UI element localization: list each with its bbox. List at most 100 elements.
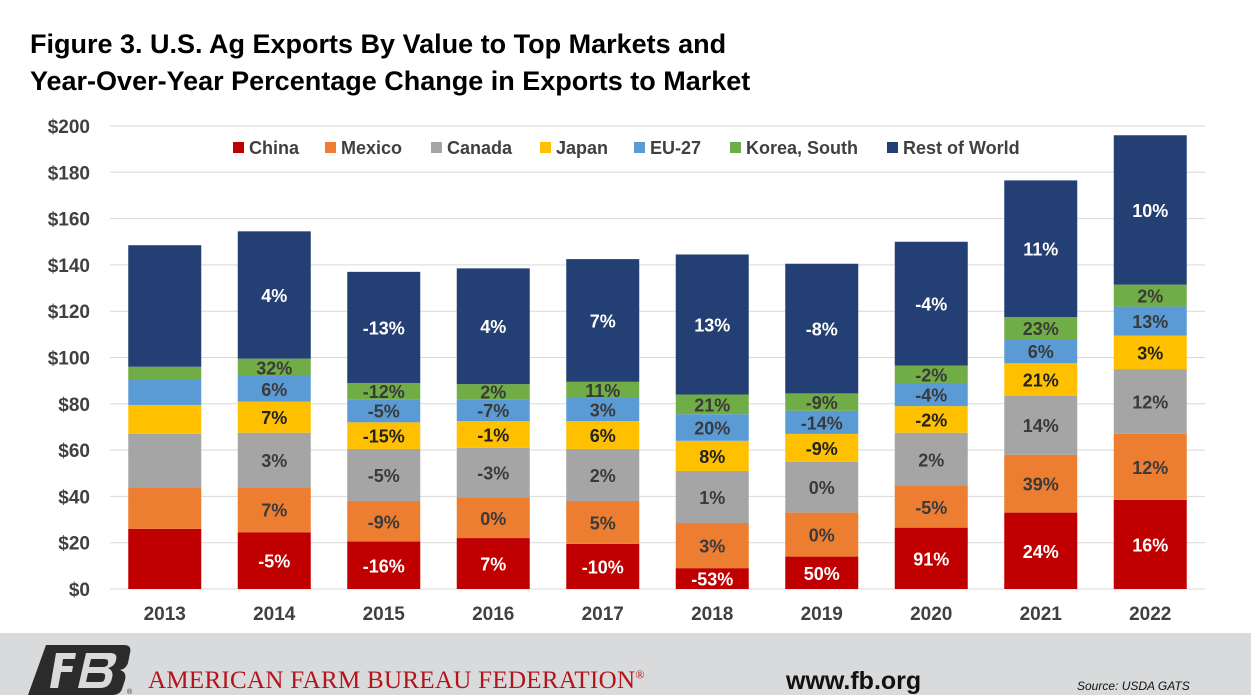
data-labels: -5%7%3%7%6%32%4%-16%-9%-5%-15%-5%-12%-13… xyxy=(256,201,1168,590)
bar-segment xyxy=(128,366,202,380)
data-label: 2% xyxy=(590,466,616,486)
data-label: 23% xyxy=(1023,319,1059,339)
data-label: 0% xyxy=(480,509,506,529)
bar-segment xyxy=(237,401,311,433)
legend-label: Mexico xyxy=(341,138,402,158)
farm-bureau-logo: ® xyxy=(28,645,132,695)
data-label: 8% xyxy=(699,447,725,467)
bar-segment xyxy=(347,382,421,400)
data-label: -5% xyxy=(915,498,947,518)
bar-segment xyxy=(128,528,202,589)
bar-segment xyxy=(1004,316,1078,339)
registered-mark: ® xyxy=(635,667,645,682)
data-label: 3% xyxy=(590,401,616,421)
legend-swatch xyxy=(325,142,336,153)
bar-segment xyxy=(1113,335,1187,370)
data-label: 4% xyxy=(480,317,506,337)
y-tick-label: $100 xyxy=(48,349,90,370)
legend-label: EU-27 xyxy=(650,138,701,158)
data-label: -4% xyxy=(915,386,947,406)
bar-segment xyxy=(347,422,421,449)
bar-segment xyxy=(675,394,749,415)
data-label: 21% xyxy=(1023,370,1059,390)
bar-segment xyxy=(1004,338,1078,364)
stacked-bar-chart: $0 $20 $40 $60 $80 $100 $120 $140 $160 $180 $200 -… xyxy=(48,117,1205,625)
bar-segment xyxy=(456,384,530,400)
bar-segment xyxy=(1004,512,1078,589)
bar-segment xyxy=(1113,135,1187,285)
x-tick-label: 2018 xyxy=(691,604,733,625)
source-note: Source: USDA GATS xyxy=(1077,679,1190,693)
data-label: 7% xyxy=(590,311,616,331)
bar-segment xyxy=(456,399,530,422)
legend-label: Korea, South xyxy=(746,138,858,158)
y-tick-label: $20 xyxy=(58,534,90,555)
bar-segment xyxy=(128,379,202,405)
bar-segment xyxy=(237,358,311,377)
y-tick-label: $80 xyxy=(58,395,90,416)
bar-segment xyxy=(785,556,859,589)
data-label: 12% xyxy=(1132,458,1168,478)
bar-segment xyxy=(237,231,311,359)
bar-segment xyxy=(237,376,311,402)
data-label: -13% xyxy=(363,318,405,338)
data-label: 6% xyxy=(261,380,287,400)
data-label: -3% xyxy=(477,464,509,484)
bar-segment xyxy=(894,382,968,407)
bar-segment xyxy=(347,541,421,589)
bar-segment xyxy=(1113,433,1187,500)
bar-segment xyxy=(1004,395,1078,455)
bar-segment xyxy=(566,381,640,399)
website-link[interactable]: www.fb.org xyxy=(786,667,922,695)
data-label: -7% xyxy=(477,401,509,421)
bar-segment xyxy=(675,440,749,471)
data-label: 2% xyxy=(918,450,944,470)
legend-label: Japan xyxy=(556,138,608,158)
footer-banner: ® AMERICAN FARM BUREAU FEDERATION® www.f… xyxy=(0,633,1251,695)
bar-segment xyxy=(1004,454,1078,513)
bar-segment xyxy=(785,512,859,557)
data-label: -10% xyxy=(582,557,624,577)
x-tick-label: 2019 xyxy=(801,604,843,625)
data-label: 6% xyxy=(590,426,616,446)
data-label: -12% xyxy=(363,382,405,402)
organization-name-text: AMERICAN FARM BUREAU FEDERATION xyxy=(148,667,636,694)
data-label: 7% xyxy=(480,555,506,575)
bar-segment xyxy=(1113,369,1187,434)
bar-segment xyxy=(456,421,530,448)
bar-segment xyxy=(785,410,859,434)
bar-segment xyxy=(785,393,859,411)
bar-segment xyxy=(894,406,968,433)
data-label: -53% xyxy=(691,570,733,590)
bar-segment xyxy=(1004,363,1078,396)
data-label: -5% xyxy=(258,552,290,572)
data-label: -16% xyxy=(363,556,405,576)
data-label: -4% xyxy=(915,295,947,315)
bar-segment xyxy=(894,485,968,528)
bar-segment xyxy=(566,398,640,422)
bar-segment xyxy=(675,568,749,589)
y-tick-label: $40 xyxy=(58,487,90,508)
x-tick-label: 2016 xyxy=(472,604,514,625)
bar-segment xyxy=(675,414,749,441)
bar-segment xyxy=(1113,284,1187,307)
data-label: 11% xyxy=(585,381,620,401)
bar-series xyxy=(128,135,1187,589)
bar-segment xyxy=(237,532,311,589)
data-label: -2% xyxy=(915,410,947,430)
data-label: -5% xyxy=(368,402,400,422)
bar-segment xyxy=(566,259,640,382)
data-label: 50% xyxy=(804,564,840,584)
bar-segment xyxy=(237,487,311,533)
data-label: 3% xyxy=(261,451,287,471)
data-label: -9% xyxy=(806,393,838,413)
bar-segment xyxy=(785,263,859,394)
logo-registered-mark: ® xyxy=(127,688,132,695)
data-label: 2% xyxy=(480,383,506,403)
data-label: 6% xyxy=(1028,342,1054,362)
data-label: 11% xyxy=(1023,240,1058,260)
bar-segment xyxy=(566,421,640,449)
legend-label: China xyxy=(249,138,300,158)
bar-segment xyxy=(675,523,749,569)
data-label: -8% xyxy=(806,320,838,340)
